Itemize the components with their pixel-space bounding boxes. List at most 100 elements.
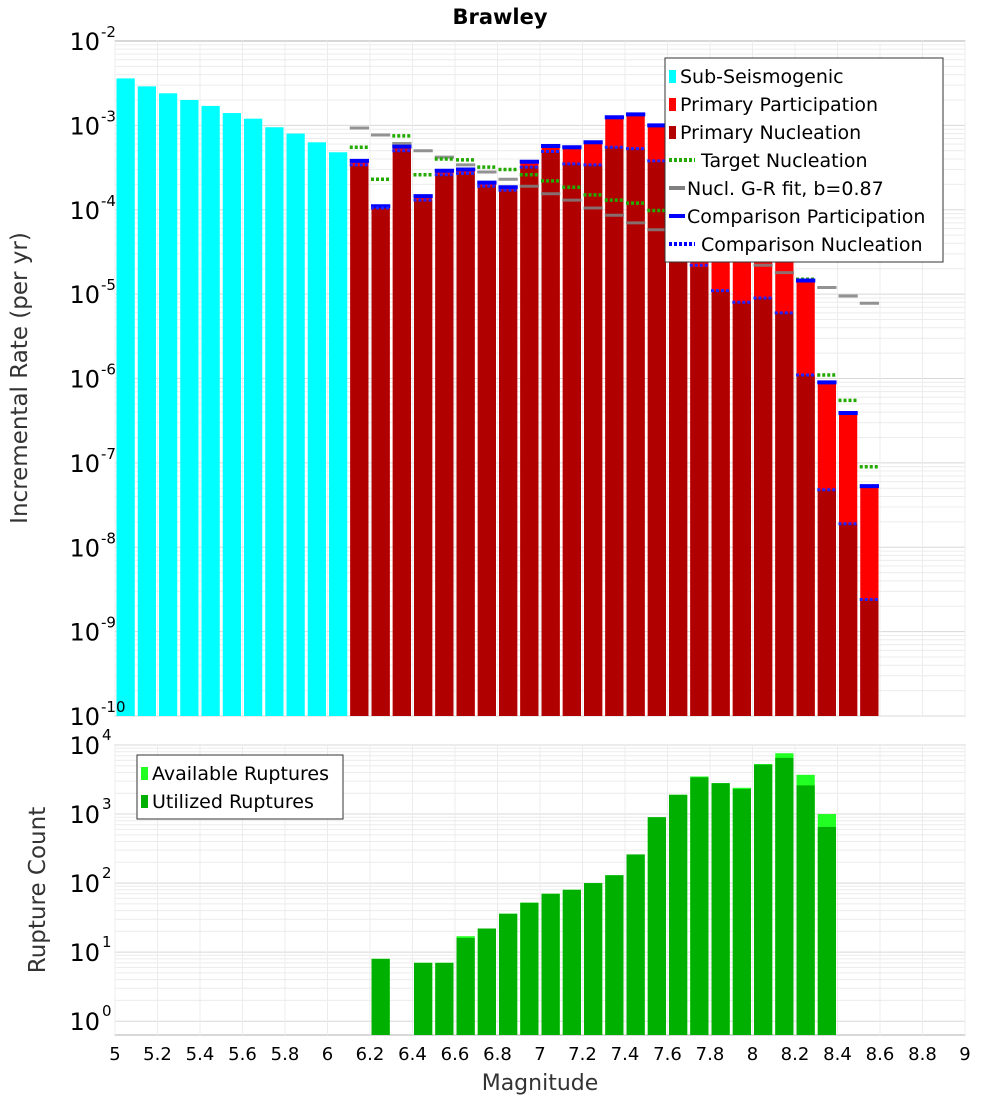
utilized-ruptures-bar [647, 817, 666, 1035]
sub-seismogenic-bar [307, 142, 326, 716]
utilized-ruptures-bar [775, 757, 794, 1035]
primary-nucleation-bar [499, 190, 518, 716]
top-y-axis-label: Incremental Rate (per yr) [7, 232, 33, 524]
primary-nucleation-bar [392, 150, 411, 716]
y-tick-label: 10 [69, 28, 100, 56]
y-tick-exponent: -4 [101, 192, 116, 210]
x-tick-label: 5.4 [186, 1044, 215, 1065]
y-tick-exponent: -8 [101, 529, 116, 547]
bottom-bars [371, 753, 836, 1035]
x-tick-label: 8.2 [781, 1044, 810, 1065]
y-tick-exponent: 4 [102, 726, 112, 744]
bottom-legend-swatch [141, 795, 148, 808]
x-tick-label: 7.4 [611, 1044, 640, 1065]
y-tick-label: 10 [69, 366, 100, 394]
x-tick-labels: 5 5.2 5.4 5.6 5.8 6 6.2 6.4 6.6 6.8 7 7.2 7.4 7.6 7.8 8… [109, 1044, 970, 1065]
x-tick-label: 8 [747, 1044, 758, 1065]
primary-nucleation-bar [817, 489, 836, 716]
utilized-ruptures-bar [711, 783, 730, 1035]
y-tick-exponent: -3 [101, 107, 116, 125]
x-tick-label: 5.8 [271, 1044, 300, 1065]
utilized-ruptures-bar [499, 913, 518, 1035]
top-legend-swatch [669, 98, 676, 111]
primary-nucleation-bar [669, 233, 688, 716]
y-tick-exponent: 1 [102, 933, 112, 951]
y-tick-label: 10 [69, 732, 100, 760]
x-tick-label: 9 [959, 1044, 970, 1065]
y-tick-label: 10 [69, 703, 100, 731]
sub-seismogenic-bar [159, 93, 178, 716]
x-tick-label: 8.6 [866, 1044, 895, 1065]
utilized-ruptures-bar [435, 962, 454, 1035]
y-tick-exponent: -7 [101, 445, 116, 463]
utilized-ruptures-bar [584, 883, 603, 1035]
bottom-legend-label: Utilized Ruptures [152, 791, 314, 813]
primary-nucleation-bar [541, 152, 560, 716]
primary-nucleation-bar [350, 166, 369, 717]
x-axis-label: Magnitude [482, 1071, 599, 1096]
utilized-ruptures-bar [371, 958, 390, 1035]
chart-title: Brawley [452, 5, 547, 29]
utilized-ruptures-bar [456, 938, 475, 1035]
y-tick-exponent: 0 [102, 1002, 112, 1020]
primary-nucleation-bar [605, 147, 624, 717]
x-tick-label: 6.4 [398, 1044, 427, 1065]
y-tick-label: 10 [69, 112, 100, 140]
x-tick-label: 5.2 [143, 1044, 172, 1065]
primary-nucleation-bar [839, 523, 858, 716]
x-tick-label: 5 [109, 1044, 120, 1065]
y-tick-exponent: -2 [101, 23, 116, 41]
utilized-ruptures-bar [477, 928, 496, 1035]
y-tick-label: 10 [69, 197, 100, 225]
sub-seismogenic-bar [329, 152, 348, 716]
bottom-legend-label: Available Ruptures [152, 763, 329, 785]
x-tick-label: 8.4 [823, 1044, 852, 1065]
utilized-ruptures-bar [732, 789, 751, 1035]
top-legend-label: Comparison Nucleation [701, 234, 923, 256]
sub-seismogenic-bar [201, 105, 220, 717]
utilized-ruptures-bar [541, 893, 560, 1035]
top-legend-label: Nucl. G-R fit, b=0.87 [687, 178, 884, 200]
x-tick-label: 5.6 [228, 1044, 257, 1065]
primary-nucleation-bar [584, 164, 603, 716]
x-tick-label: 7.8 [696, 1044, 725, 1065]
sub-seismogenic-bar [116, 78, 135, 717]
primary-nucleation-bar [477, 186, 496, 716]
primary-nucleation-bar [647, 161, 666, 716]
sub-seismogenic-bar [180, 99, 199, 717]
primary-nucleation-bar [414, 200, 433, 716]
utilized-ruptures-bar [754, 764, 773, 1035]
bottom-legend-swatch [141, 767, 148, 780]
primary-nucleation-bar [754, 297, 773, 716]
sub-seismogenic-bar [265, 127, 284, 716]
utilized-ruptures-bar [817, 826, 836, 1035]
utilized-ruptures-bar [796, 785, 815, 1035]
sub-seismogenic-bar [137, 86, 156, 716]
top-legend-label: Comparison Participation [687, 206, 925, 228]
top-bars [116, 78, 879, 717]
y-tick-exponent: -5 [101, 276, 116, 294]
y-tick-exponent: -10 [101, 698, 126, 716]
x-tick-label: 8.8 [908, 1044, 937, 1065]
x-tick-label: 6.8 [483, 1044, 512, 1065]
y-tick-exponent: -9 [101, 614, 116, 632]
primary-nucleation-bar [690, 266, 709, 716]
top-legend-label: Sub-Seismogenic [680, 66, 844, 88]
y-tick-label: 10 [69, 870, 100, 898]
utilized-ruptures-bar [690, 777, 709, 1035]
utilized-ruptures-bar [520, 902, 539, 1035]
y-tick-exponent: 2 [102, 864, 112, 882]
utilized-ruptures-bar [414, 962, 433, 1035]
primary-nucleation-bar [456, 173, 475, 716]
bottom-legend: Available Ruptures Utilized Ruptures [136, 754, 344, 820]
x-tick-label: 7.2 [568, 1044, 597, 1065]
primary-nucleation-bar [796, 375, 815, 716]
primary-nucleation-bar [860, 599, 879, 716]
y-tick-label: 10 [69, 450, 100, 478]
bottom-y-axis-label: Rupture Count [25, 807, 51, 973]
primary-nucleation-bar [371, 207, 390, 716]
